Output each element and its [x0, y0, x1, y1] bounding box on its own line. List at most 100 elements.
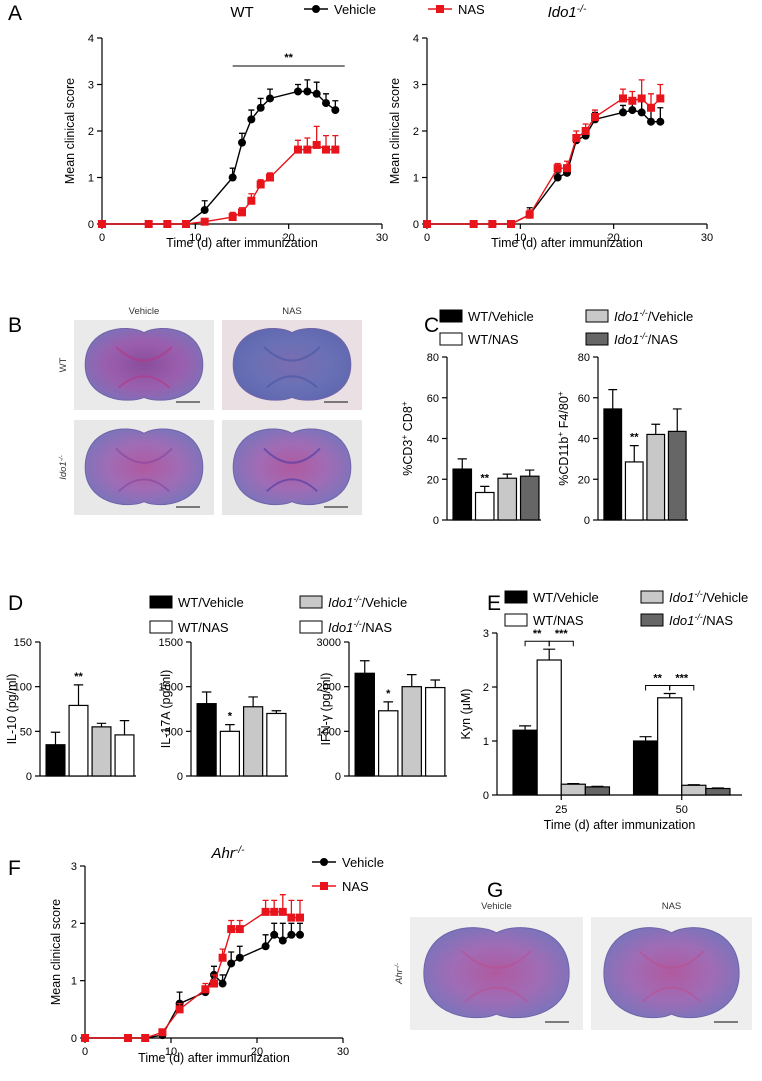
data-point — [581, 127, 590, 135]
y-tick-label: 1500 — [159, 637, 183, 649]
bar — [45, 744, 66, 777]
y-tick-label: 40 — [578, 434, 590, 446]
legend-label: Ido1-/-/Vehicle — [328, 594, 407, 610]
panel-label: A — [8, 2, 22, 25]
legend-swatch — [640, 613, 664, 627]
error-bar — [591, 785, 604, 787]
text-part: Ahr — [211, 845, 236, 862]
data-point — [256, 103, 265, 112]
error-bar — [480, 485, 490, 493]
error-bar — [248, 696, 258, 707]
panel-label: C — [424, 314, 439, 337]
y-tick-label: 1 — [413, 173, 419, 185]
y-tick-label: 80 — [578, 352, 590, 364]
data-point — [553, 164, 562, 173]
data-point — [322, 145, 330, 154]
text-part: + — [555, 432, 565, 437]
text-part: -/- — [235, 845, 245, 856]
data-point — [227, 959, 236, 968]
legend-swatch — [149, 595, 173, 609]
grey-matter — [263, 447, 321, 492]
data-point — [247, 115, 256, 124]
text-part: -/- — [577, 4, 587, 15]
x-tick-label: 0 — [99, 232, 105, 244]
series-line — [102, 90, 336, 225]
error-bar — [629, 445, 639, 462]
panel-label: E — [487, 592, 501, 615]
y-axis-label: Mean clinical score — [63, 78, 77, 184]
y-tick-label: 80 — [427, 352, 439, 364]
row-label: Ido1-/- — [58, 455, 70, 480]
legend-label: Ido1-/-/Vehicle — [669, 589, 748, 605]
data-point — [227, 925, 236, 934]
tissue-section — [232, 327, 352, 401]
legend-swatch — [640, 590, 664, 604]
text-part: /NAS — [362, 620, 393, 635]
y-axis-label: Kyn (μM) — [459, 689, 473, 740]
significance-label: ** — [653, 672, 662, 684]
legend-swatch — [504, 590, 528, 604]
data-point — [553, 173, 562, 182]
data-point — [218, 979, 227, 988]
y-tick-label: 3 — [413, 80, 419, 92]
column-label: Vehicle — [481, 901, 512, 912]
y-axis-label: IL-10 (pg/ml) — [5, 674, 19, 745]
text-part: + — [399, 401, 409, 406]
y-tick-label: 1 — [483, 736, 489, 748]
data-point — [81, 1034, 89, 1042]
text-part: CD8 — [401, 406, 415, 435]
y-tick-label: 1000 — [317, 726, 341, 738]
bar — [584, 786, 611, 796]
error-bar — [271, 710, 282, 714]
data-point — [619, 94, 627, 103]
y-tick-label: 3 — [71, 861, 77, 873]
significance-label: * — [386, 688, 391, 700]
significance-label: * — [228, 711, 233, 723]
data-point — [287, 913, 296, 922]
y-axis-label: IFN-γ (pg/ml) — [319, 673, 333, 746]
legend-label: WT/NAS — [533, 613, 584, 628]
y-tick-label: 1 — [88, 173, 94, 185]
legend-label: WT/NAS — [178, 620, 229, 635]
y-tick-label: 0 — [26, 771, 32, 783]
bar — [646, 433, 666, 521]
data-point — [266, 173, 274, 182]
data-point — [200, 217, 209, 226]
panel-label: B — [8, 314, 22, 337]
bar — [624, 461, 644, 521]
data-point — [218, 953, 227, 962]
data-point — [124, 1034, 132, 1042]
y-tick-label: 0 — [71, 1033, 77, 1045]
x-tick-label: 30 — [701, 232, 713, 244]
data-point — [647, 117, 655, 126]
data-point — [303, 87, 312, 96]
y-tick-label: 2 — [71, 918, 77, 930]
error-bar — [608, 389, 618, 409]
error-bar — [525, 469, 535, 477]
column-label: Vehicle — [129, 306, 160, 317]
data-point — [296, 930, 304, 939]
grey-matter — [638, 950, 705, 1003]
data-point — [287, 930, 296, 939]
text-part: -/- — [353, 594, 361, 604]
x-tick-label: 25 — [555, 804, 567, 816]
text-part: -/- — [639, 331, 647, 341]
bar — [196, 703, 217, 777]
error-bar — [651, 423, 661, 435]
panel-label: F — [8, 857, 21, 880]
y-tick-label: 0 — [88, 219, 94, 231]
data-point — [278, 907, 287, 916]
y-tick-label: 100 — [14, 682, 32, 694]
x-tick-label: 10 — [165, 1046, 177, 1058]
legend-label: NAS — [342, 879, 369, 894]
bar — [425, 686, 446, 777]
error-bar — [383, 701, 394, 711]
x-tick-label: 10 — [514, 232, 526, 244]
series-line — [427, 97, 661, 225]
significance-label: ** — [480, 472, 489, 484]
grey-matter — [115, 346, 173, 389]
panel-label: D — [8, 592, 23, 615]
y-axis-label: Mean clinical score — [49, 899, 63, 1005]
data-point — [175, 1005, 184, 1014]
